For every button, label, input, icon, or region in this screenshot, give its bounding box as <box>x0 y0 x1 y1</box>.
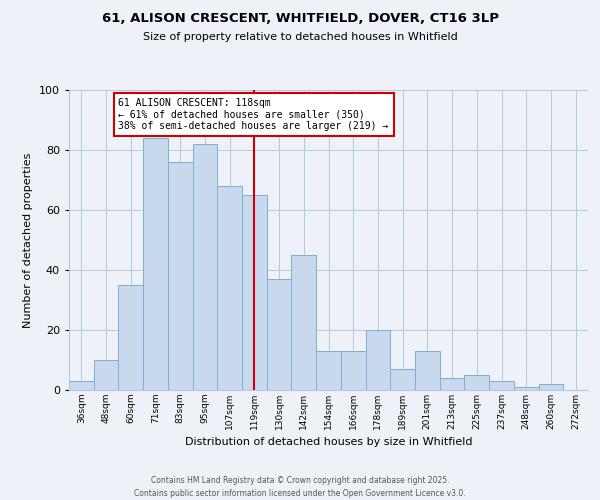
Bar <box>168 162 193 390</box>
Bar <box>94 360 118 390</box>
Bar <box>267 279 292 390</box>
Bar <box>415 351 440 390</box>
Bar <box>365 330 390 390</box>
Bar <box>489 381 514 390</box>
Y-axis label: Number of detached properties: Number of detached properties <box>23 152 34 328</box>
X-axis label: Distribution of detached houses by size in Whitfield: Distribution of detached houses by size … <box>185 438 472 448</box>
Bar <box>440 378 464 390</box>
Bar <box>217 186 242 390</box>
Bar <box>464 375 489 390</box>
Text: Contains public sector information licensed under the Open Government Licence v3: Contains public sector information licen… <box>134 489 466 498</box>
Bar <box>316 351 341 390</box>
Bar <box>193 144 217 390</box>
Text: 61, ALISON CRESCENT, WHITFIELD, DOVER, CT16 3LP: 61, ALISON CRESCENT, WHITFIELD, DOVER, C… <box>101 12 499 26</box>
Bar <box>341 351 365 390</box>
Bar <box>514 387 539 390</box>
Text: Contains HM Land Registry data © Crown copyright and database right 2025.: Contains HM Land Registry data © Crown c… <box>151 476 449 485</box>
Bar <box>539 384 563 390</box>
Bar <box>69 381 94 390</box>
Bar <box>292 255 316 390</box>
Bar <box>118 285 143 390</box>
Bar <box>242 195 267 390</box>
Bar <box>143 138 168 390</box>
Text: Size of property relative to detached houses in Whitfield: Size of property relative to detached ho… <box>143 32 457 42</box>
Text: 61 ALISON CRESCENT: 118sqm
← 61% of detached houses are smaller (350)
38% of sem: 61 ALISON CRESCENT: 118sqm ← 61% of deta… <box>118 98 389 130</box>
Bar <box>390 369 415 390</box>
